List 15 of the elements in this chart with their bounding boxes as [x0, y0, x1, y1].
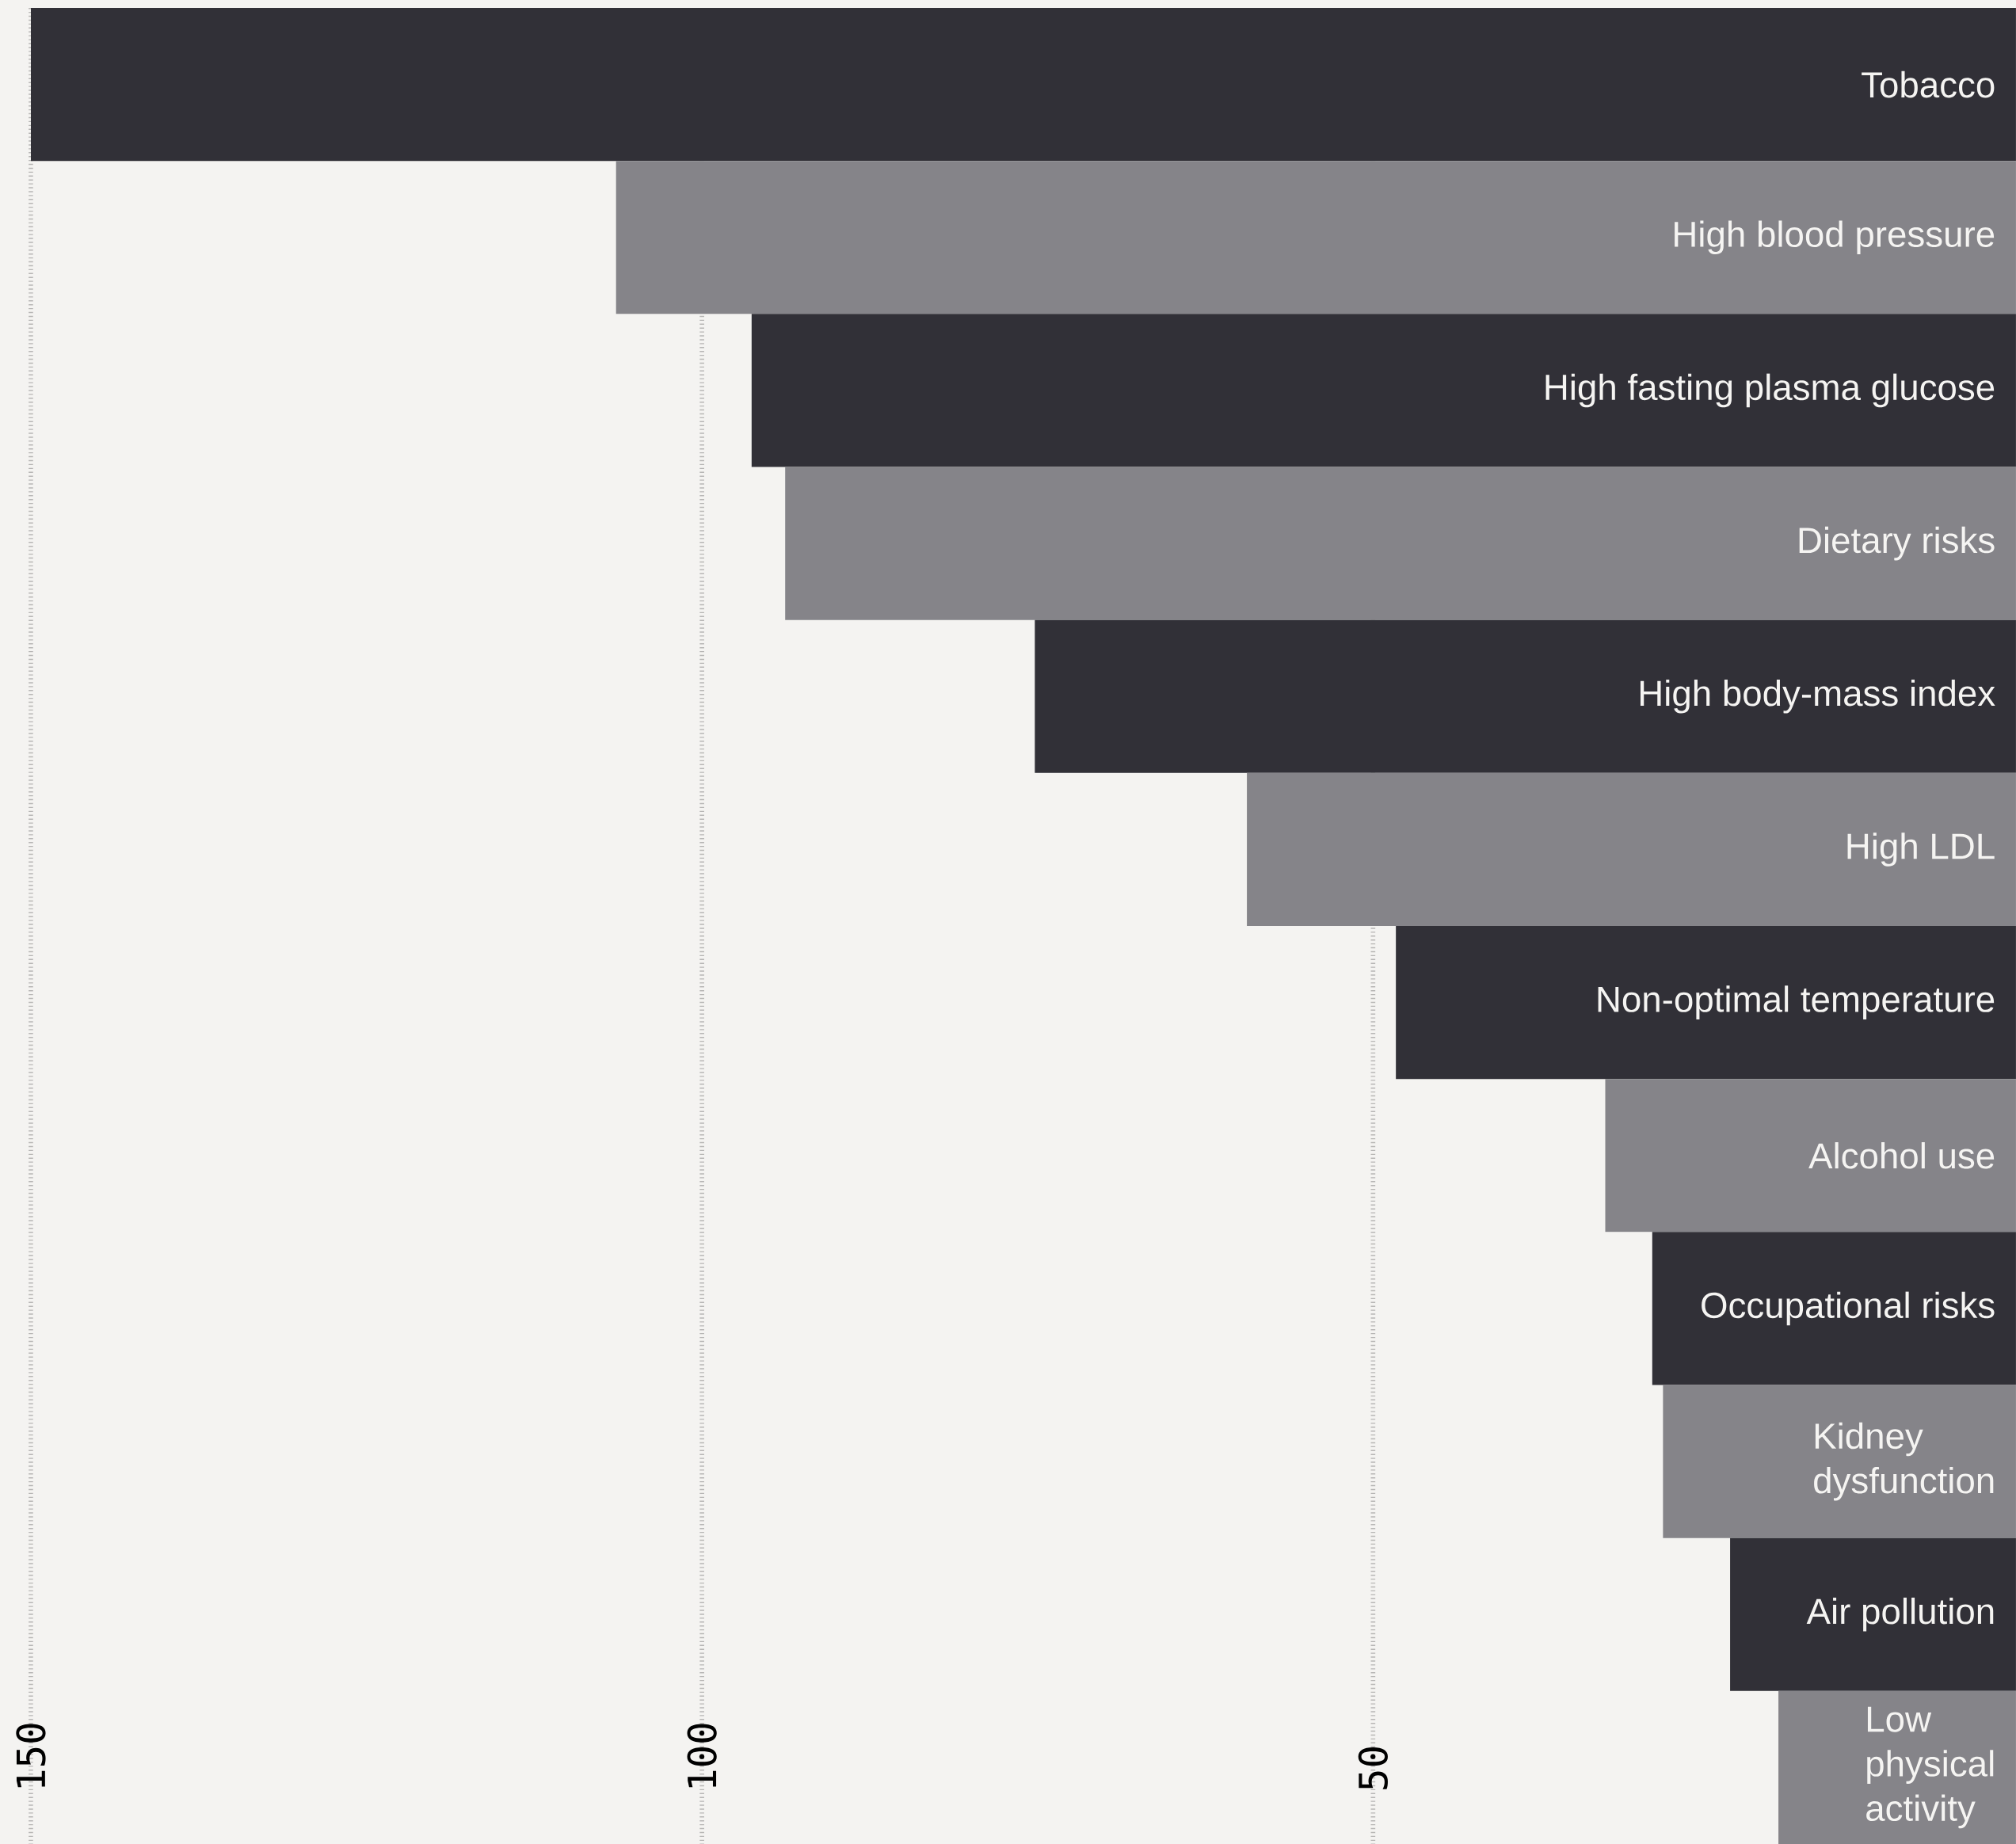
- y-tick-label: Non-optimal temperature: [1598, 985, 1995, 1019]
- y-tick-label: Tobacco: [1862, 70, 1995, 98]
- y-tick-label: High LDL: [1847, 832, 1995, 867]
- y-tick-label: Occupational risks: [1702, 1291, 1995, 1326]
- y-tick-label: Kidney dysfunction: [1814, 1422, 1994, 1501]
- y-tick-label: Low physical activity: [1866, 1706, 1994, 1829]
- x-tick-label: 50: [1358, 1747, 1388, 1789]
- y-tick-label: Dietary risks: [1799, 526, 1995, 561]
- x-tick-label: 100: [687, 1724, 717, 1788]
- y-tick-label: Alcohol use: [1808, 1141, 1995, 1169]
- x-tick-label: 150: [16, 1724, 46, 1788]
- y-tick-label: High fasting plasma glucose: [1545, 373, 1995, 408]
- y-tick-label: High body-mass index: [1640, 679, 1995, 714]
- y-tick-label: Air pollution: [1806, 1597, 1994, 1632]
- y-tick-label: High blood pressure: [1675, 220, 1995, 255]
